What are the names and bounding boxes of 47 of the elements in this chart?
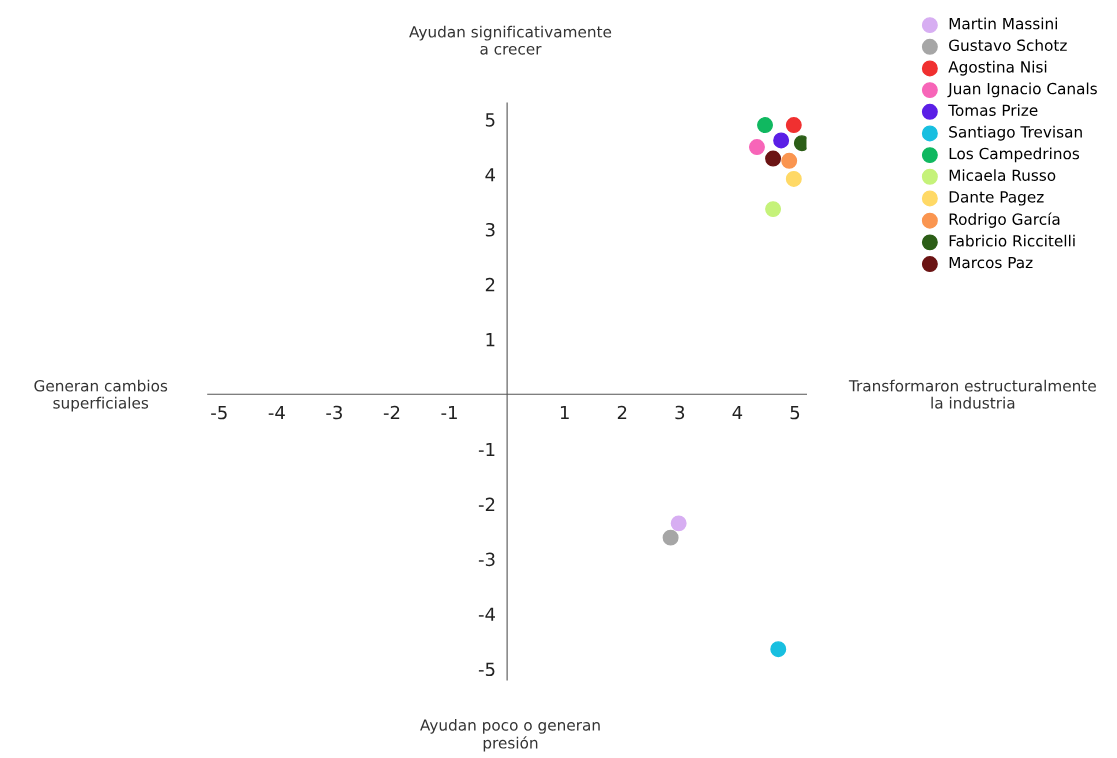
point: [670, 515, 687, 532]
legend-label: Rodrigo García: [949, 212, 1060, 228]
legend-label: Fabricio Riccitelli: [949, 234, 1075, 247]
text: Generan cambios superficiales: [34, 379, 168, 412]
y-tick-label: -4: [478, 607, 495, 621]
x-tick-label: -5: [211, 405, 227, 420]
legend-label: Agostina Nisi: [948, 60, 1047, 76]
x-tick-label: -2: [383, 405, 400, 420]
legend-label: Gustavo Schotz: [949, 39, 1067, 52]
legend-label: Tomas Prize: [948, 104, 1038, 117]
legend-label: Martin Massini: [949, 17, 1057, 30]
point: [748, 139, 765, 156]
legend-label: Santiago Trevisan: [949, 125, 1082, 141]
y-tick-label: 2: [485, 277, 495, 292]
text: Transformaron estructuralmente la industria: [848, 379, 1096, 409]
x-tick-label: 5: [790, 405, 800, 420]
y-tick-label: 3: [485, 222, 495, 237]
point: [781, 152, 798, 169]
y-tick-label: -1: [478, 442, 495, 457]
text: Ayudan poco o generan presión: [420, 718, 600, 752]
y-tick-label: -2: [478, 497, 495, 511]
point: [785, 117, 802, 134]
point: [765, 201, 782, 218]
x-tick-label: 2: [617, 405, 627, 420]
x-tick-label: 3: [675, 405, 685, 420]
point: [757, 117, 774, 134]
point: [785, 170, 802, 187]
point: [773, 132, 790, 149]
x-tick-label: 1: [560, 405, 569, 420]
y-tick-label: -5: [478, 662, 495, 677]
legend-label: Micaela Russo: [949, 169, 1056, 181]
x-tick-label: -3: [326, 405, 342, 420]
y-tick-label: 5: [485, 113, 495, 127]
point: [662, 529, 679, 546]
legend-label: Marcos Paz: [949, 256, 1033, 269]
legend-label: Juan Ignacio Canals: [947, 82, 1097, 98]
text: Ayudan significativamente a crecer: [409, 25, 612, 55]
y-tick-label: 1: [486, 333, 495, 347]
x-tick-label: 4: [732, 405, 743, 420]
x-tick-label: -1: [441, 405, 457, 420]
y-tick-label: 4: [485, 168, 495, 182]
y-tick-label: -3: [478, 552, 495, 567]
x-tick-label: -4: [268, 405, 285, 420]
point: [770, 641, 787, 658]
legend-label: Dante Pagez: [949, 191, 1044, 206]
point: [765, 150, 782, 167]
legend-label: Los Campedrinos: [949, 147, 1080, 163]
